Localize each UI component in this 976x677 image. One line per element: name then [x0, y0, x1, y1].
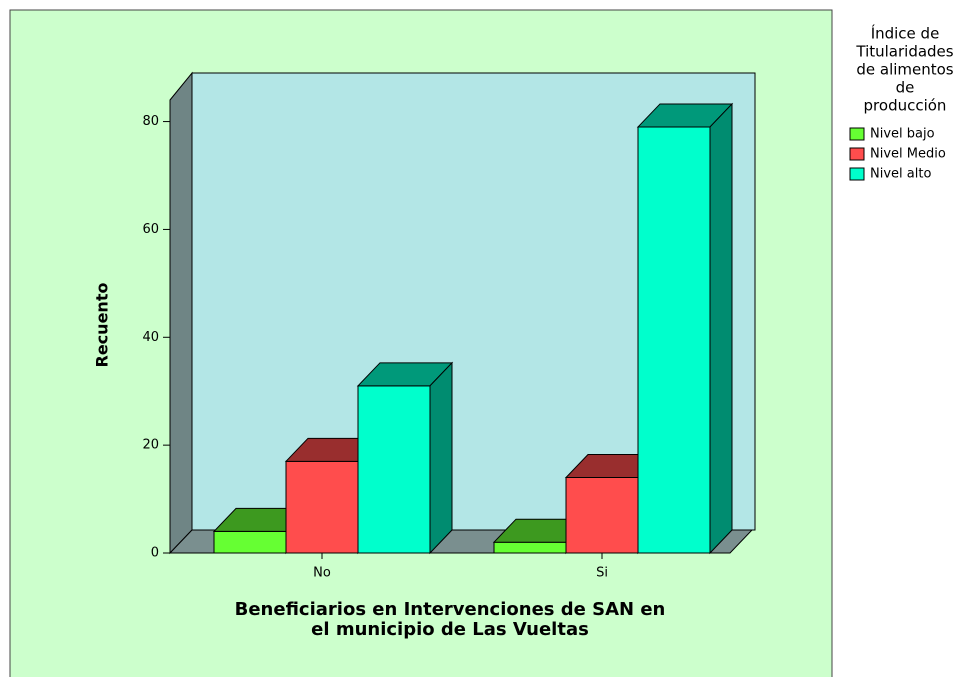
bar-side [709, 102, 733, 555]
legend-label: Nivel bajo [870, 127, 935, 142]
legend-swatch [849, 167, 865, 181]
y-tick-label: 80 [142, 114, 159, 129]
x-tick-label: No [313, 566, 331, 581]
legend-swatch [849, 147, 865, 161]
x-axis-title: el municipio de Las Vueltas [311, 619, 589, 640]
bar [565, 477, 639, 554]
y-tick-label: 20 [142, 438, 159, 453]
legend-label: Nivel Medio [870, 147, 946, 162]
y-tick-label: 0 [151, 546, 159, 561]
legend-title: Índice de [871, 24, 940, 43]
bar-side [429, 361, 453, 555]
legend-title: Titularidades [855, 43, 953, 61]
x-axis-title: Beneficiarios en Intervenciones de SAN e… [235, 599, 666, 620]
bar [493, 541, 567, 554]
legend-swatch [849, 127, 865, 141]
legend-title: de alimentos [856, 61, 953, 79]
bar [213, 530, 287, 554]
bar [357, 385, 431, 554]
bar [285, 460, 359, 554]
y-tick-label: 60 [142, 222, 159, 237]
legend-label: Nivel alto [870, 167, 931, 182]
y-axis-title: Recuento [93, 283, 112, 368]
legend-title: producción [864, 97, 947, 115]
x-tick-label: Si [596, 566, 608, 581]
legend-title: de [896, 79, 915, 97]
y-tick-label: 40 [142, 330, 159, 345]
side-wall [169, 71, 193, 555]
bar [637, 126, 711, 554]
